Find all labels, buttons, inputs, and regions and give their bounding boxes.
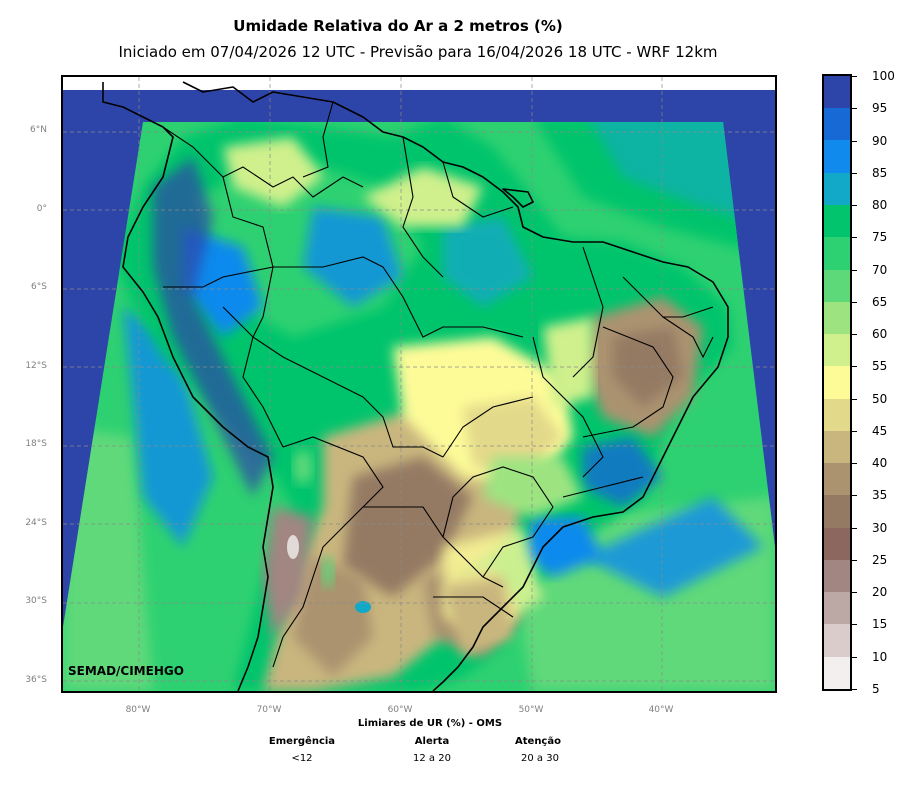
colorbar-tick — [852, 463, 857, 464]
colorbar-tick — [852, 76, 857, 77]
colorbar-tick — [852, 689, 857, 690]
threshold-alert-range: 12 a 20 — [413, 753, 451, 764]
chart-title: Umidade Relativa do Ar a 2 metros (%) — [233, 17, 563, 35]
colorbar-segment — [824, 172, 850, 206]
colorbar-tick — [852, 528, 857, 529]
lat-label-0: 0° — [36, 204, 47, 214]
lon-label-80w: 80°W — [125, 705, 151, 715]
threshold-emergency-range: <12 — [291, 753, 313, 764]
colorbar-segment — [824, 559, 850, 593]
colorbar-segment — [824, 205, 850, 238]
colorbar-tick — [852, 108, 857, 109]
map-canvas — [63, 77, 775, 691]
credit-label: SEMAD/CIMEHGO — [68, 664, 184, 678]
colorbar-segment — [824, 269, 850, 302]
threshold-attention-range: 20 a 30 — [521, 753, 559, 764]
colorbar-segment — [824, 366, 850, 399]
lon-label-70w: 70°W — [256, 705, 282, 715]
colorbar-label: 45 — [872, 424, 888, 438]
colorbar-tick — [852, 560, 857, 561]
colorbar-label: 50 — [872, 392, 888, 406]
chart-subtitle: Iniciado em 07/04/2026 12 UTC - Previsão… — [118, 43, 718, 61]
threshold-attention-label: Atenção — [515, 736, 561, 747]
colorbar-segment — [824, 463, 850, 496]
colorbar-segment — [824, 656, 850, 689]
lat-label-36s: 36°S — [25, 675, 47, 685]
colorbar-label: 15 — [872, 617, 888, 631]
colorbar-segment — [824, 495, 850, 528]
colorbar-label: 90 — [872, 134, 888, 148]
colorbar — [822, 74, 852, 691]
colorbar-tick — [852, 270, 857, 271]
colorbar-segment — [824, 624, 850, 657]
colorbar-segment — [824, 398, 850, 431]
lat-label-30s: 30°S — [25, 596, 47, 606]
colorbar-label: 60 — [872, 327, 888, 341]
colorbar-tick — [852, 334, 857, 335]
lat-label-6n: 6°N — [30, 125, 47, 135]
colorbar-segment — [824, 592, 850, 625]
country-borders — [162, 101, 714, 668]
colorbar-tick — [852, 592, 857, 593]
colorbar-label: 10 — [872, 650, 888, 664]
colorbar-label: 100 — [872, 69, 895, 83]
colorbar-tick — [852, 173, 857, 174]
lat-label-18s: 18°S — [25, 439, 47, 449]
colorbar-segment — [824, 75, 850, 109]
out-of-domain-strip — [63, 77, 775, 90]
lat-label-24s: 24°S — [25, 518, 47, 528]
colorbar-label: 5 — [872, 682, 880, 696]
colorbar-label: 30 — [872, 521, 888, 535]
colorbar-tick — [852, 205, 857, 206]
colorbar-label: 95 — [872, 101, 888, 115]
colorbar-segment — [824, 334, 850, 367]
lon-label-60w: 60°W — [387, 705, 413, 715]
threshold-alert-label: Alerta — [414, 736, 450, 747]
colorbar-segment — [824, 237, 850, 270]
colorbar-label: 65 — [872, 295, 888, 309]
threshold-title: Limiares de UR (%) - OMS — [357, 718, 503, 729]
colorbar-label: 80 — [872, 198, 888, 212]
colorbar-tick — [852, 399, 857, 400]
lon-label-40w: 40°W — [648, 705, 674, 715]
colorbar-segment — [824, 108, 850, 141]
lat-label-6s: 6°S — [31, 282, 47, 292]
colorbar-label: 20 — [872, 585, 888, 599]
colorbar-tick — [852, 302, 857, 303]
colorbar-tick — [852, 431, 857, 432]
colorbar-tick — [852, 495, 857, 496]
colorbar-label: 40 — [872, 456, 888, 470]
humidity-field — [63, 122, 775, 691]
colorbar-label: 35 — [872, 488, 888, 502]
colorbar-label: 85 — [872, 166, 888, 180]
colorbar-segment — [824, 301, 850, 335]
colorbar-label: 55 — [872, 359, 888, 373]
threshold-emergency-label: Emergência — [268, 736, 336, 747]
map-gridlines — [63, 77, 775, 691]
colorbar-tick — [852, 237, 857, 238]
lon-label-50w: 50°W — [518, 705, 544, 715]
colorbar-tick — [852, 366, 857, 367]
lat-label-12s: 12°S — [25, 361, 47, 371]
colorbar-segment — [824, 430, 850, 464]
colorbar-label: 25 — [872, 553, 888, 567]
colorbar-segment — [824, 527, 850, 560]
colorbar-label: 70 — [872, 263, 888, 277]
colorbar-tick — [852, 624, 857, 625]
colorbar-tick — [852, 657, 857, 658]
colorbar-label: 75 — [872, 230, 888, 244]
colorbar-tick — [852, 141, 857, 142]
humidity-map[interactable] — [61, 75, 777, 693]
colorbar-segment — [824, 140, 850, 173]
